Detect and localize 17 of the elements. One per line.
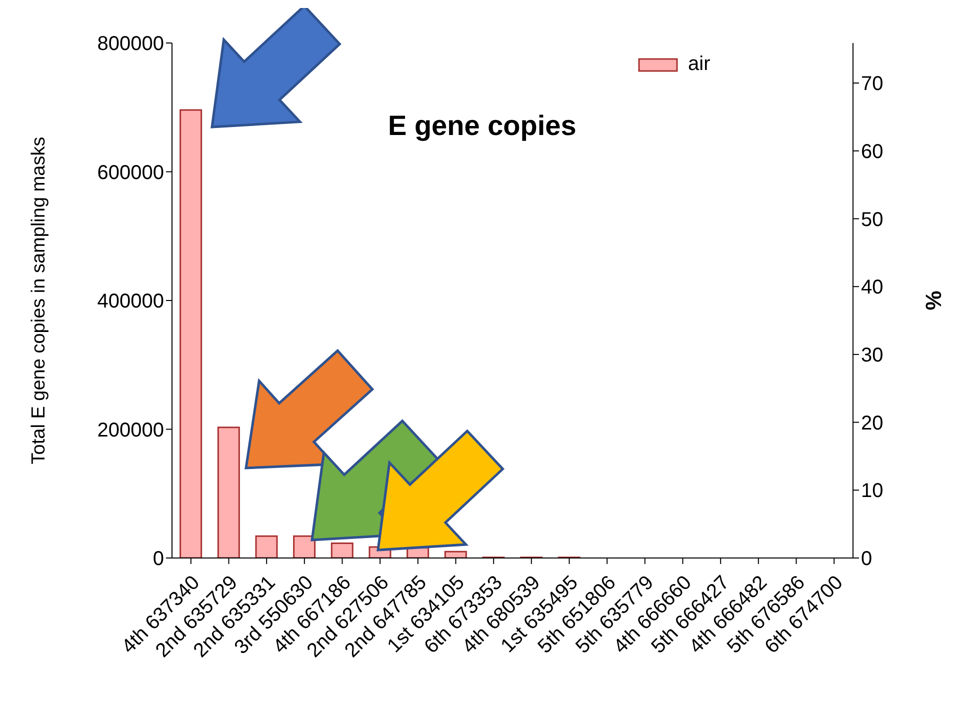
y-tick-label: 0 [152, 548, 164, 570]
y2-tick-label: 70 [861, 73, 884, 96]
y2-tick-label: 60 [861, 140, 884, 163]
y-tick-label: 400000 [97, 290, 164, 313]
y2-tick-label: 0 [861, 548, 872, 570]
y2-tick-label: 40 [861, 276, 884, 299]
y-tick-label: 600000 [97, 162, 164, 184]
y2-tick-label: 30 [861, 344, 884, 367]
y2-tick-label: 50 [861, 208, 884, 231]
y-axis-title: Total E gene copies in sampling masks [28, 136, 50, 464]
y-tick-label: 200000 [97, 419, 164, 442]
y2-tick-label: 20 [861, 412, 884, 434]
legend-label: air [688, 53, 710, 76]
text: E gene copies [388, 110, 576, 142]
y-tick-label: 800000 [97, 33, 164, 56]
y2-axis-title: % [920, 290, 946, 310]
y2-tick-label: 10 [861, 480, 884, 502]
